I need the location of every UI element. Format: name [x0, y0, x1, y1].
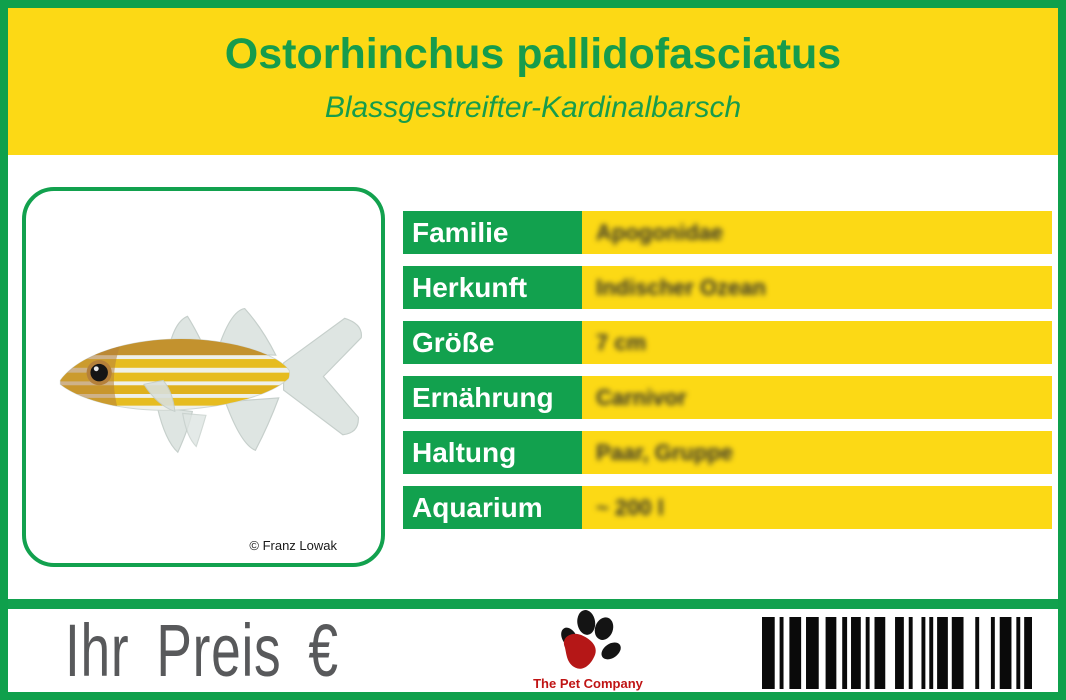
- row-label: Ernährung: [403, 376, 582, 419]
- table-row: Größe 7 cm: [403, 321, 1052, 364]
- paw-icon: [561, 610, 621, 669]
- species-title: Ostorhinchus pallidofasciatus: [224, 30, 842, 78]
- logo-text: The Pet Company: [533, 676, 643, 691]
- info-table: Familie Apogonidae Herkunft Indischer Oz…: [403, 211, 1052, 541]
- fish-photo-box: © Franz Lowak: [22, 187, 385, 567]
- row-value: Indischer Ozean: [582, 266, 1052, 309]
- row-value: 7 cm: [582, 321, 1052, 364]
- row-value: ~ 200 l: [582, 486, 1052, 529]
- table-row: Familie Apogonidae: [403, 211, 1052, 254]
- row-label: Haltung: [403, 431, 582, 474]
- table-row: Aquarium ~ 200 l: [403, 486, 1052, 529]
- table-row: Haltung Paar, Gruppe: [403, 431, 1052, 474]
- footer: Ihr Preis € The Pet Company: [8, 609, 1058, 692]
- price-label: Ihr Preis €: [65, 609, 339, 692]
- photo-credit: © Franz Lowak: [249, 538, 337, 553]
- header: Ostorhinchus pallidofasciatus Blassgestr…: [8, 8, 1058, 155]
- table-row: Ernährung Carnivor: [403, 376, 1052, 419]
- fish-illustration: [59, 307, 362, 453]
- common-name-subtitle: Blassgestreifter-Kardinalbarsch: [324, 91, 742, 124]
- pet-company-logo: The Pet Company: [513, 610, 663, 692]
- row-value: Apogonidae: [582, 211, 1052, 254]
- table-row: Herkunft Indischer Ozean: [403, 266, 1052, 309]
- row-label: Herkunft: [403, 266, 582, 309]
- separator-bar: [8, 599, 1058, 609]
- barcode: [762, 617, 1032, 689]
- row-label: Aquarium: [403, 486, 582, 529]
- row-label: Familie: [403, 211, 582, 254]
- row-value: Carnivor: [582, 376, 1052, 419]
- row-label: Größe: [403, 321, 582, 364]
- row-value: Paar, Gruppe: [582, 431, 1052, 474]
- fish-image: [26, 191, 381, 563]
